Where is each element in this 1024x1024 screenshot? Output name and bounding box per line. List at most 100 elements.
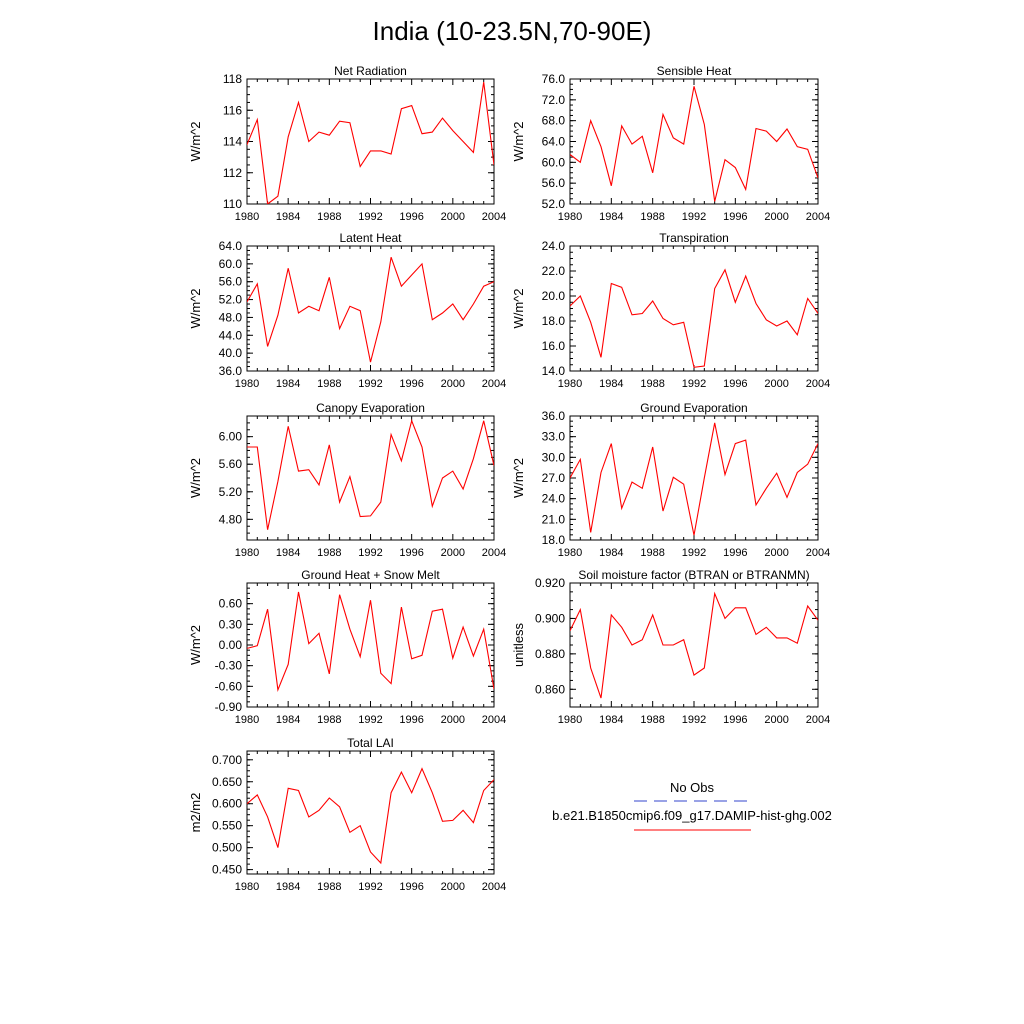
y-tick-label: 21.0 xyxy=(542,512,566,526)
series-line xyxy=(570,422,818,536)
y-tick-label: 14.0 xyxy=(542,364,566,378)
legend-label-model: b.e21.B1850cmip6.f09_g17.DAMIP-hist-ghg.… xyxy=(552,808,832,823)
x-tick-label: 1996 xyxy=(399,547,423,559)
panel-title: Transpiration xyxy=(659,231,729,245)
y-tick-label: 22.0 xyxy=(542,264,566,278)
chart-panel-3: 1980 1984 1988 1992 1996 2000 2004 14.0 16.0 18.0… xyxy=(511,231,830,390)
x-tick-label: 1996 xyxy=(399,211,423,223)
y-tick-label: 18.0 xyxy=(542,314,566,328)
x-tick-label: 2004 xyxy=(482,211,506,223)
panel-title: Sensible Heat xyxy=(657,64,732,78)
y-tick-label: 112 xyxy=(223,166,242,180)
x-tick-label: 2000 xyxy=(764,547,788,559)
y-tick-label: 110 xyxy=(223,197,242,211)
y-tick-label: -0.90 xyxy=(215,700,243,714)
panel-title: Net Radiation xyxy=(334,64,407,78)
x-tick-label: 1996 xyxy=(399,881,423,893)
x-tick-label: 2000 xyxy=(441,547,465,559)
y-tick-label: 5.60 xyxy=(219,457,243,471)
x-tick-label: 1992 xyxy=(358,547,382,559)
x-tick-label: 1992 xyxy=(358,378,382,390)
y-tick-label: 16.0 xyxy=(542,339,566,353)
x-tick-label: 2000 xyxy=(764,714,788,726)
y-tick-label: 18.0 xyxy=(542,533,566,547)
x-tick-label: 1980 xyxy=(558,378,582,390)
chart-panel-0: 1980 1984 1988 1992 1996 2000 2004 110 112 114 116… xyxy=(188,64,506,223)
x-tick-label: 1984 xyxy=(276,547,300,559)
x-tick-label: 1996 xyxy=(723,714,747,726)
x-tick-label: 1984 xyxy=(276,211,300,223)
y-tick-label: 56.0 xyxy=(542,176,566,190)
x-tick-label: 1988 xyxy=(317,378,341,390)
y-tick-label: -0.60 xyxy=(215,679,243,693)
x-tick-label: 1996 xyxy=(399,714,423,726)
y-axis-label: W/m^2 xyxy=(188,121,203,161)
y-tick-label: 30.0 xyxy=(542,450,566,464)
y-axis-label: W/m^2 xyxy=(511,121,526,161)
x-tick-label: 1988 xyxy=(317,881,341,893)
y-axis-label: m2/m2 xyxy=(188,793,203,833)
x-tick-label: 1980 xyxy=(235,211,259,223)
chart-panel-5: 1980 1984 1988 1992 1996 2000 2004 18.0 21.0 24.0… xyxy=(511,401,830,559)
series-line xyxy=(570,86,818,202)
y-tick-label: 0.550 xyxy=(212,819,242,833)
legend-label-no-obs: No Obs xyxy=(670,780,715,795)
y-tick-label: 5.20 xyxy=(219,485,243,499)
chart-panel-7: 1980 1984 1988 1992 1996 2000 2004 0.860 0.880 0.… xyxy=(511,568,830,726)
y-tick-label: 20.0 xyxy=(542,289,566,303)
x-tick-label: 1988 xyxy=(640,211,664,223)
y-axis-label: W/m^2 xyxy=(511,458,526,498)
x-tick-label: 1984 xyxy=(599,714,623,726)
x-tick-label: 1992 xyxy=(358,714,382,726)
y-tick-label: 0.650 xyxy=(212,775,242,789)
x-tick-label: 1992 xyxy=(682,211,706,223)
x-tick-label: 1996 xyxy=(723,547,747,559)
x-tick-label: 1988 xyxy=(640,547,664,559)
panel-title: Canopy Evaporation xyxy=(316,401,425,415)
x-tick-label: 1992 xyxy=(682,378,706,390)
x-tick-label: 1984 xyxy=(599,547,623,559)
x-tick-label: 2000 xyxy=(441,378,465,390)
panel-title: Ground Heat + Snow Melt xyxy=(301,568,440,582)
x-tick-label: 1996 xyxy=(723,378,747,390)
x-tick-label: 2004 xyxy=(482,714,506,726)
y-axis-label: W/m^2 xyxy=(188,625,203,665)
plot-frame xyxy=(569,78,819,205)
y-tick-label: 0.880 xyxy=(535,647,565,661)
plot-frame xyxy=(246,78,495,205)
panel-title: Ground Evaporation xyxy=(640,401,747,415)
x-tick-label: 1980 xyxy=(558,714,582,726)
y-tick-label: 68.0 xyxy=(542,114,566,128)
y-tick-label: 0.60 xyxy=(219,597,243,611)
series-line xyxy=(570,268,818,368)
y-tick-label: 118 xyxy=(223,72,242,86)
x-tick-label: 1980 xyxy=(558,547,582,559)
x-tick-label: 2004 xyxy=(482,881,506,893)
x-tick-label: 1988 xyxy=(317,211,341,223)
y-tick-label: 24.0 xyxy=(542,492,566,506)
y-tick-label: 0.500 xyxy=(212,841,242,855)
x-tick-label: 1992 xyxy=(682,547,706,559)
x-tick-label: 2000 xyxy=(441,211,465,223)
chart-panel-4: 1980 1984 1988 1992 1996 2000 2004 4.80 5.20 5.60… xyxy=(188,401,506,559)
y-tick-label: 114 xyxy=(223,135,242,149)
y-tick-label: 0.860 xyxy=(535,682,565,696)
y-axis-label: W/m^2 xyxy=(511,288,526,328)
panel-title: Total LAI xyxy=(347,736,394,750)
y-tick-label: 0.700 xyxy=(212,753,242,767)
figure-title: India (10-23.5N,70-90E) xyxy=(373,16,652,46)
x-tick-label: 1992 xyxy=(358,211,382,223)
x-tick-label: 2000 xyxy=(764,211,788,223)
y-tick-label: 116 xyxy=(223,103,242,117)
chart-panel-2: 1980 1984 1988 1992 1996 2000 2004 36.0 40.0 44.0… xyxy=(188,231,506,390)
legend: No Obs b.e21.B1850cmip6.f09_g17.DAMIP-hi… xyxy=(552,780,832,831)
y-tick-label: 60.0 xyxy=(219,257,243,271)
x-tick-label: 2004 xyxy=(806,211,830,223)
x-tick-label: 1992 xyxy=(682,714,706,726)
x-tick-label: 1980 xyxy=(558,211,582,223)
panel-title: Soil moisture factor (BTRAN or BTRANMN) xyxy=(578,568,809,582)
y-tick-label: 33.0 xyxy=(542,430,566,444)
y-tick-label: 60.0 xyxy=(542,155,566,169)
x-tick-label: 2004 xyxy=(806,547,830,559)
x-tick-label: 2004 xyxy=(806,714,830,726)
